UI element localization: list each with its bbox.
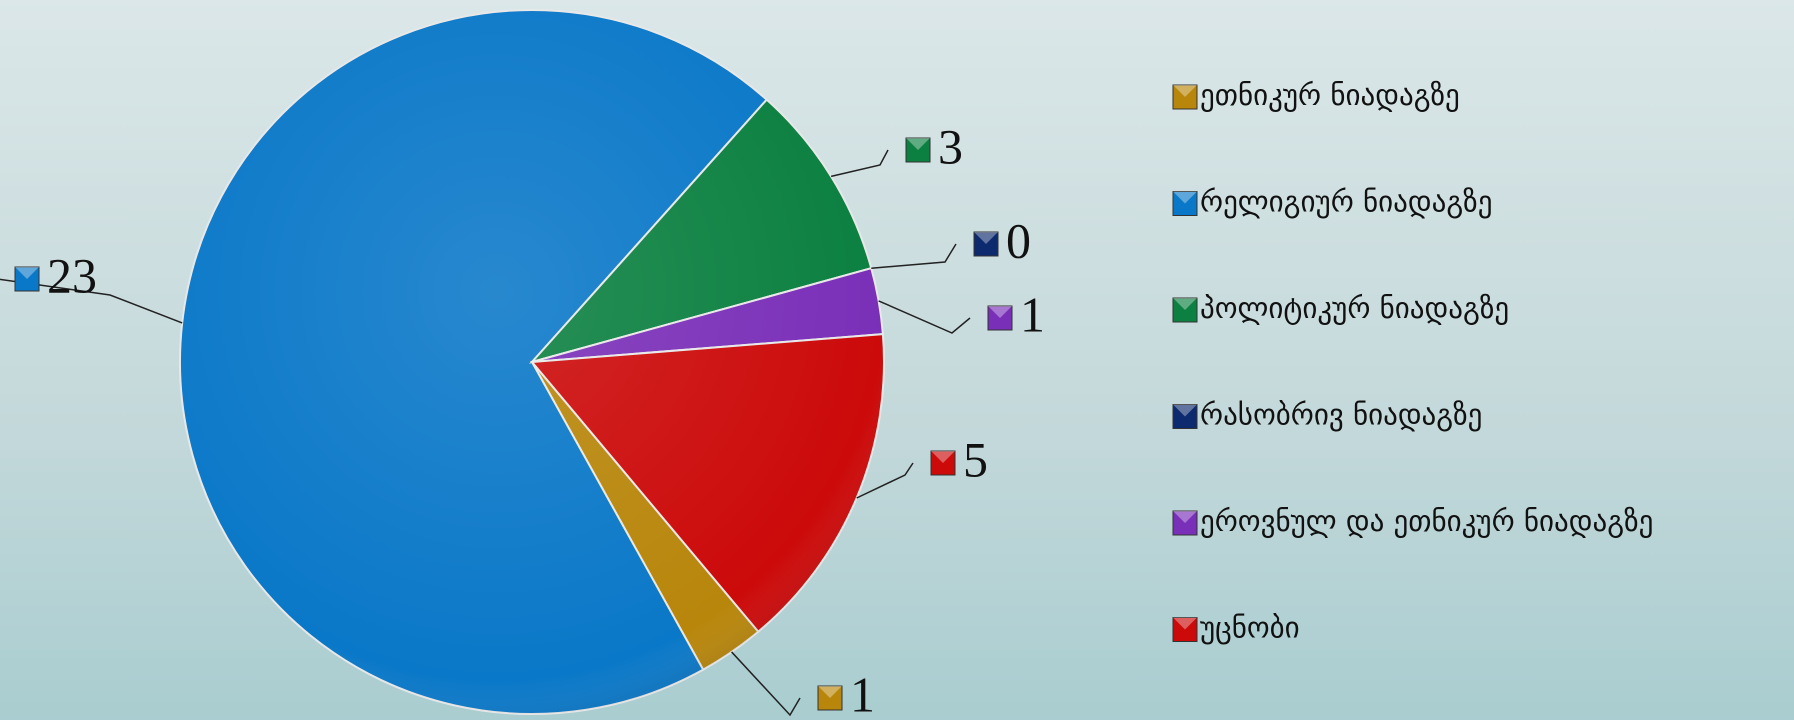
legend-label: რელიგიურ ნიადაგზე xyxy=(1200,185,1492,219)
data-label: 3 xyxy=(938,118,963,174)
data-label: 0 xyxy=(1006,212,1031,268)
data-label: 5 xyxy=(963,431,988,487)
legend-label: უცნობი xyxy=(1200,611,1300,645)
pie-shading xyxy=(180,10,884,714)
legend-label: ეროვნულ და ეთნიკურ ნიადაგზე xyxy=(1200,504,1653,538)
pie xyxy=(180,10,884,714)
data-label: 1 xyxy=(850,666,875,720)
legend-label: პოლიტიკურ ნიადაგზე xyxy=(1200,291,1509,325)
page: {"chart_data": {"type": "pie", "categori… xyxy=(0,0,1794,720)
data-label: 1 xyxy=(1020,286,1045,342)
legend-label: რასობრივ ნიადაგზე xyxy=(1200,398,1482,432)
legend-label: ეთნიკურ ნიადაგზე xyxy=(1200,78,1460,112)
chart: 1 23 30 1 5 ეთნიკურ ნიადაგზე რელიგიურ ნიადაგზ… xyxy=(0,0,1794,720)
data-label: 23 xyxy=(47,247,97,303)
